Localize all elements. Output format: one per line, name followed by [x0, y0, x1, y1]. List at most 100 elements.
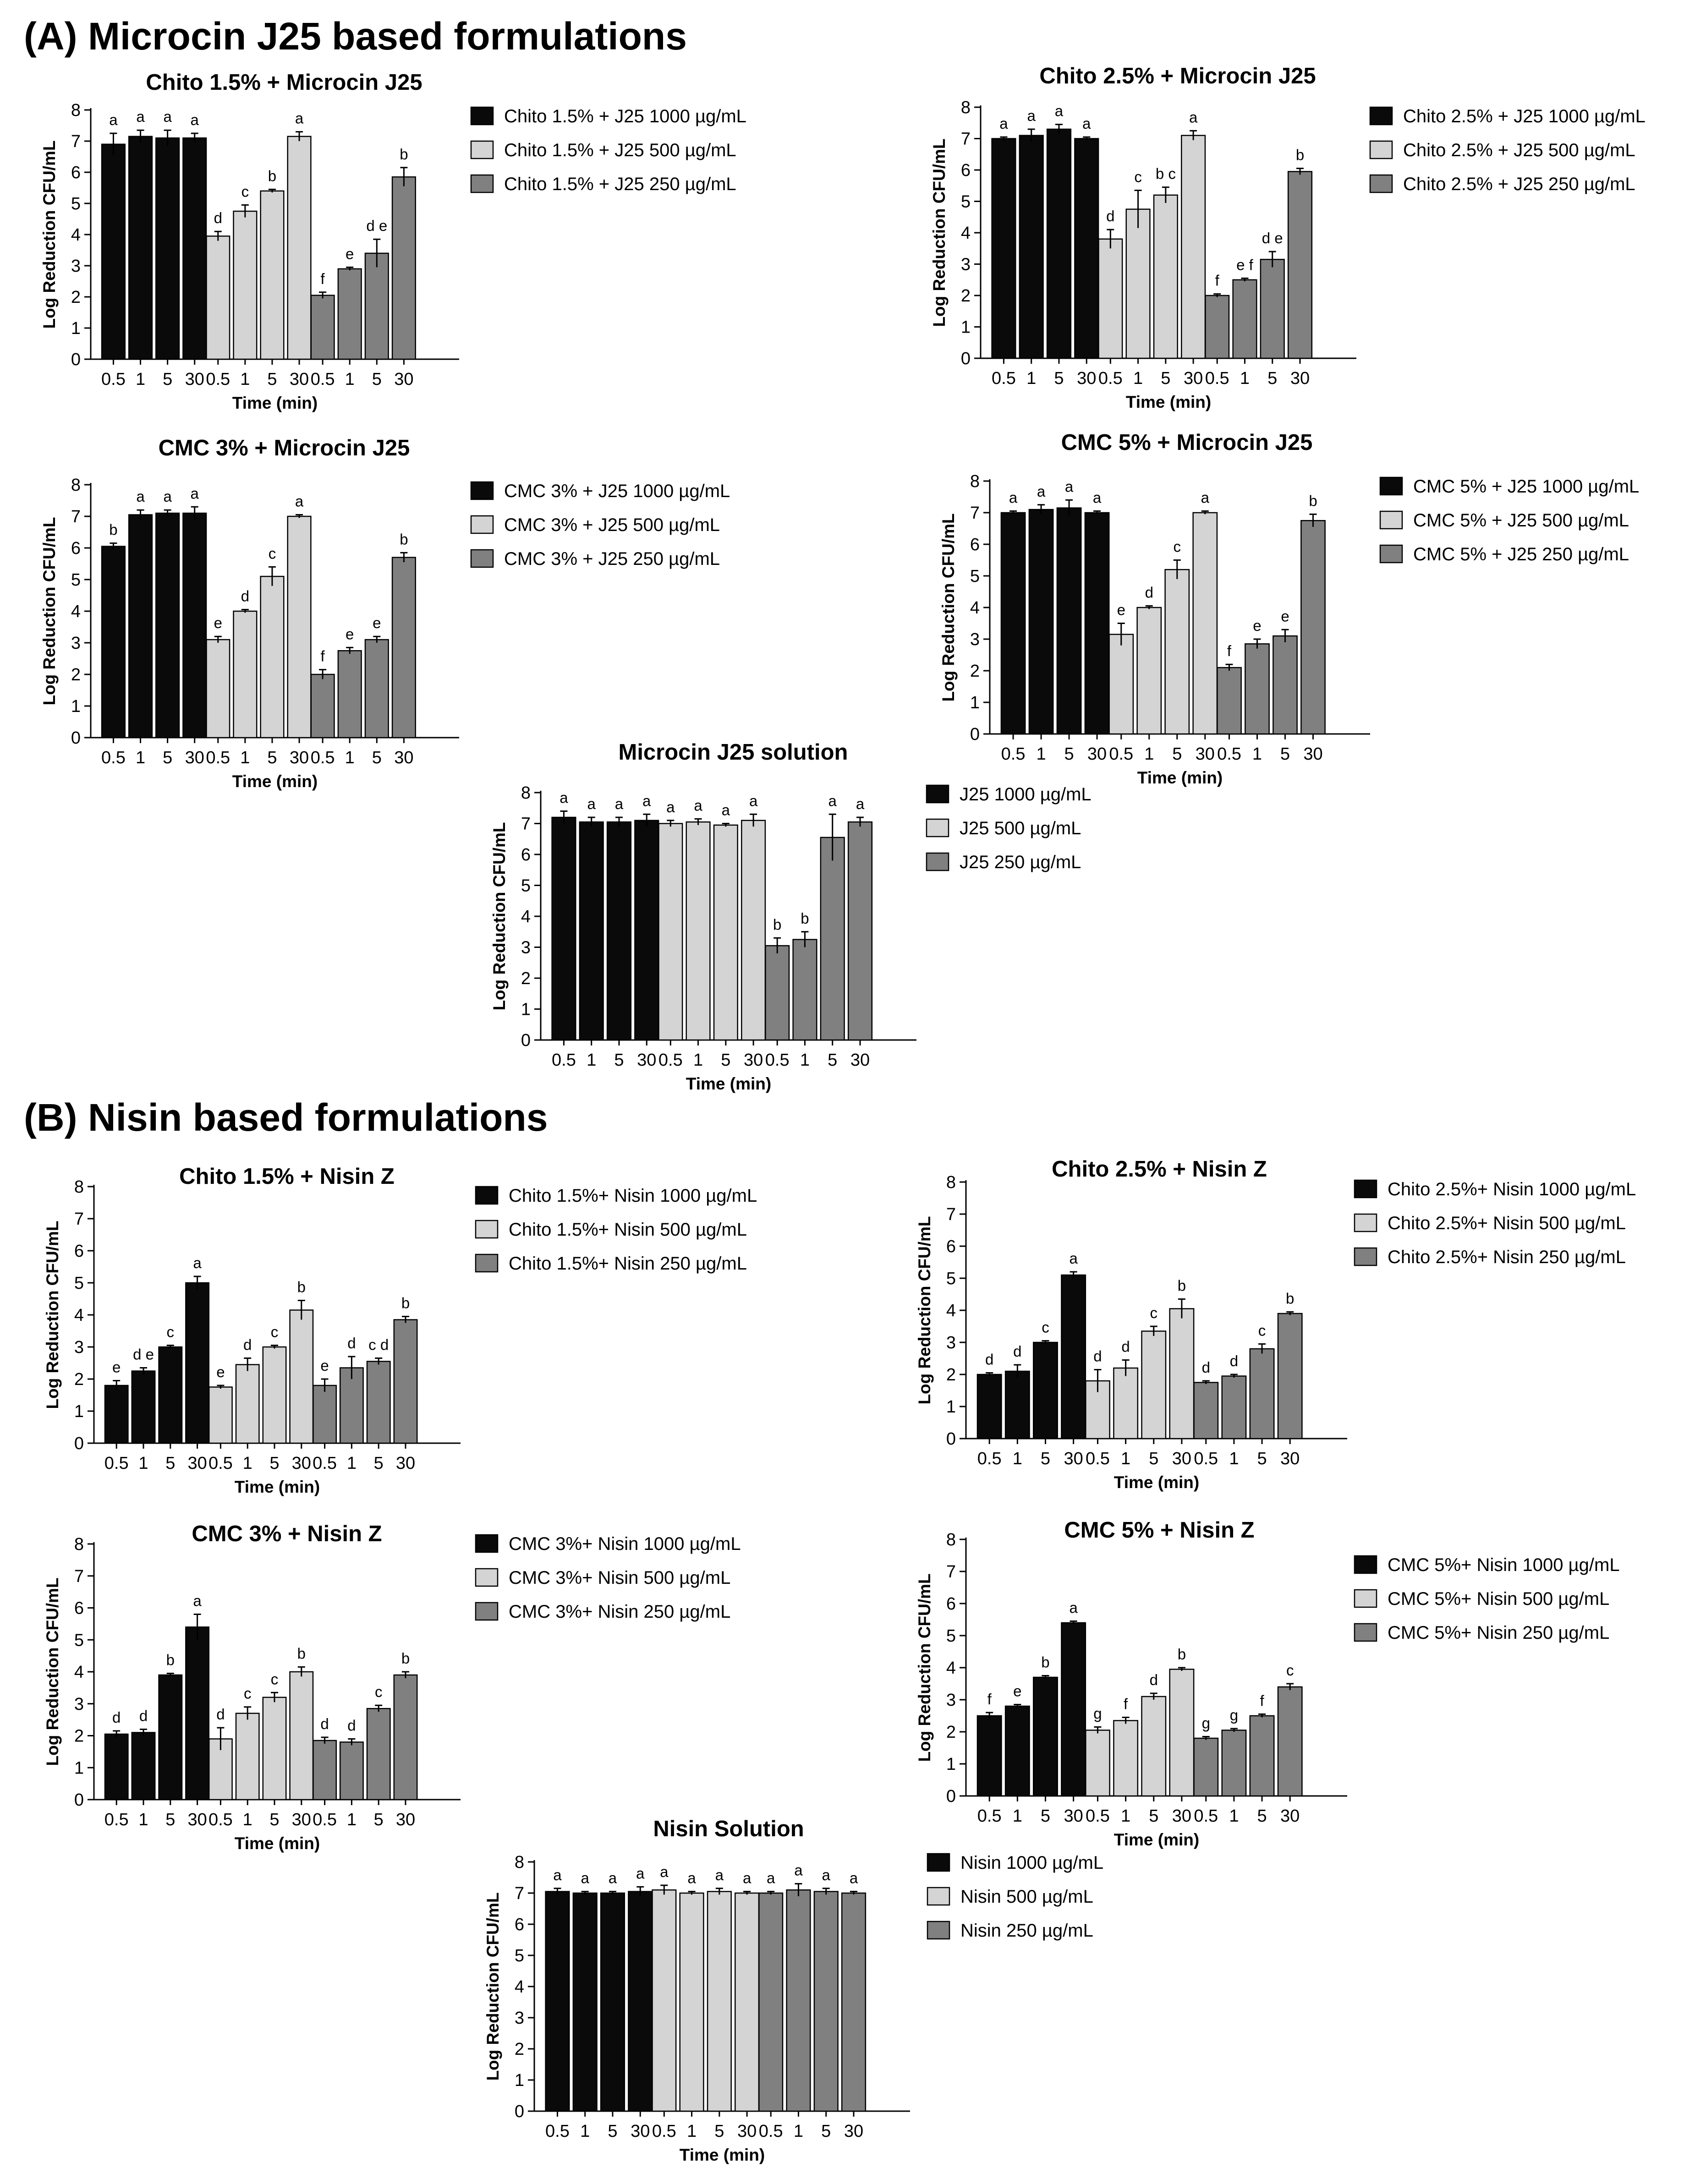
- significance-letter: a: [1037, 483, 1046, 500]
- x-tick-label: 30: [290, 748, 309, 767]
- x-tick-label: 1: [345, 370, 355, 389]
- significance-letter: b: [268, 167, 276, 184]
- bar: [1273, 635, 1298, 735]
- significance-letter: a: [722, 802, 730, 819]
- significance-letter: a: [163, 108, 172, 125]
- bar: [600, 1892, 625, 2112]
- bar: [634, 820, 659, 1041]
- bar: [1004, 1705, 1030, 1797]
- y-tick-label: 6: [946, 1594, 956, 1614]
- x-tick-label: 0.5: [313, 1454, 337, 1473]
- x-tick-label: 0.5: [977, 1806, 1002, 1826]
- significance-letter: b: [400, 146, 408, 163]
- legend-label: Nisin 1000 µg/mL: [960, 1853, 1103, 1873]
- x-tick-label: 0.5: [311, 748, 335, 767]
- x-tick-label: 0.5: [652, 2122, 676, 2141]
- chart-title: Chito 1.5% + Nisin Z: [179, 1164, 395, 1189]
- x-tick-label: 30: [292, 1810, 311, 1829]
- legend-swatch: [927, 1887, 950, 1906]
- x-tick-label: 1: [1229, 1806, 1239, 1826]
- x-tick-label: 30: [1172, 1449, 1191, 1468]
- legend-swatch: [926, 784, 949, 804]
- bar: [104, 1385, 129, 1444]
- y-tick-label: 1: [74, 1402, 84, 1421]
- bar: [131, 1732, 156, 1801]
- y-tick-label: 6: [515, 1915, 524, 1934]
- bar: [260, 575, 285, 739]
- bar: [976, 1715, 1002, 1797]
- x-tick-label: 5: [714, 2122, 724, 2141]
- significance-letter: f: [321, 648, 325, 665]
- bar: [366, 1708, 391, 1801]
- y-tick-label: 8: [946, 1173, 956, 1192]
- x-tick-label: 1: [1013, 1449, 1022, 1468]
- significance-letter: e: [1253, 617, 1261, 634]
- bar: [185, 1282, 210, 1444]
- bar: [206, 235, 230, 360]
- significance-letter: a: [850, 1870, 858, 1887]
- significance-letter: a: [136, 108, 145, 125]
- y-tick-label: 1: [970, 693, 980, 712]
- y-tick-label: 3: [970, 630, 980, 649]
- bar: [1056, 507, 1082, 735]
- legend-label: J25 500 µg/mL: [960, 818, 1081, 838]
- significance-letter: a: [609, 1870, 617, 1887]
- significance-letter: b: [109, 521, 117, 538]
- bar: [101, 546, 126, 739]
- bar: [101, 143, 126, 360]
- significance-letter: a: [136, 488, 145, 505]
- y-tick-label: 5: [946, 1269, 956, 1288]
- y-tick-label: 5: [74, 1274, 84, 1293]
- legend-swatch: [470, 106, 494, 126]
- y-tick-label: 5: [71, 194, 81, 213]
- x-tick-label: 1: [1133, 369, 1143, 388]
- y-tick-label: 7: [74, 1210, 84, 1229]
- x-tick-label: 30: [290, 370, 309, 389]
- significance-letter: c: [1258, 1322, 1266, 1339]
- x-tick-label: 1: [1026, 369, 1036, 388]
- series-1: d 0.5 d 1 c 5 a 30: [976, 1250, 1086, 1468]
- bar: [1028, 509, 1054, 735]
- x-tick-label: 1: [687, 2122, 697, 2141]
- significance-letter: a: [295, 110, 304, 127]
- significance-letter: b: [773, 916, 781, 933]
- x-tick-label: 30: [1196, 744, 1215, 764]
- series-3: a 0.5 a 1 a 5 a 30: [758, 1862, 867, 2141]
- y-tick-label: 6: [946, 1237, 956, 1256]
- significance-letter: c: [241, 183, 249, 200]
- significance-letter: a: [581, 1870, 590, 1887]
- legend-swatch: [926, 818, 949, 837]
- significance-letter: a: [660, 1863, 669, 1880]
- x-tick-label: 5: [721, 1051, 730, 1070]
- bar: [104, 1733, 129, 1801]
- legend-label: Chito 2.5%+ Nisin 250 µg/mL: [1388, 1247, 1626, 1267]
- legend-label: CMC 5% + J25 1000 µg/mL: [1413, 476, 1639, 497]
- significance-letter: a: [1069, 1599, 1078, 1616]
- x-axis-label: Time (min): [1114, 1830, 1199, 1849]
- significance-letter: c: [1286, 1662, 1294, 1679]
- bar: [337, 268, 362, 360]
- legend-swatch: [475, 1253, 499, 1273]
- bar: [1192, 512, 1218, 735]
- legend-swatch: [475, 1220, 499, 1239]
- series-3: e 0.5 d 1 c d 5 b 30: [313, 1295, 418, 1473]
- x-tick-label: 5: [374, 1454, 384, 1473]
- legend: Chito 1.5% + J25 1000 µg/mL Chito 1.5% + …: [470, 106, 746, 194]
- x-tick-label: 5: [267, 748, 277, 767]
- bar: [1074, 138, 1099, 359]
- y-tick-label: 0: [71, 350, 81, 369]
- legend-swatch: [1369, 174, 1393, 193]
- x-tick-label: 30: [1064, 1449, 1083, 1468]
- bar: [792, 939, 817, 1041]
- x-tick-label: 0.5: [992, 369, 1016, 388]
- significance-letter: e f: [1236, 256, 1254, 273]
- x-tick-label: 30: [1290, 369, 1310, 388]
- y-tick-label: 3: [961, 255, 971, 274]
- significance-letter: a: [666, 799, 675, 816]
- x-tick-label: 5: [372, 748, 382, 767]
- y-tick-label: 3: [946, 1691, 956, 1710]
- y-tick-label: 1: [71, 319, 81, 338]
- bar: [1098, 238, 1123, 359]
- x-axis-label: Time (min): [1137, 768, 1223, 787]
- y-tick-label: 4: [74, 1663, 84, 1682]
